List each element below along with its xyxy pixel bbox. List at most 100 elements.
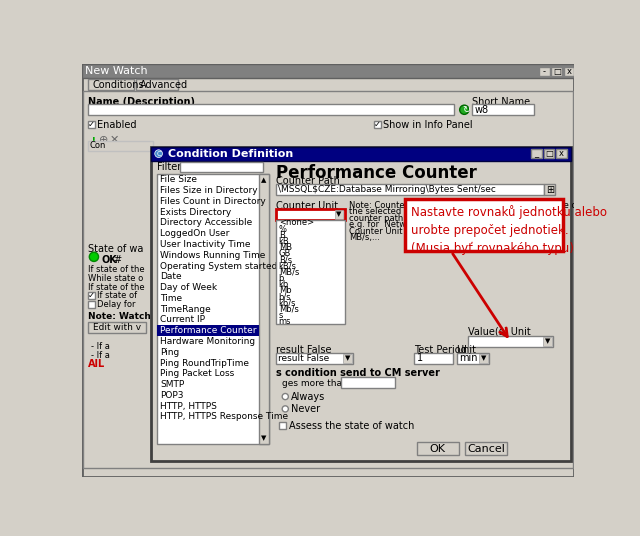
Bar [276,184,543,195]
Text: TimeRange: TimeRange [160,304,211,314]
Text: Counter Unit must be set: Counter Unit must be set [349,227,455,236]
Bar [543,337,552,346]
Bar [374,121,381,128]
Text: Advanced: Advanced [140,80,188,90]
Bar [405,199,563,251]
Text: Enabled: Enabled [97,120,136,130]
Text: Assess the state of watch: Assess the state of watch [289,421,414,431]
Bar [88,121,95,128]
Text: Time: Time [160,294,182,303]
Text: ms: ms [279,317,291,326]
Text: +: + [88,135,99,149]
Text: □: □ [545,149,553,158]
FancyArrowPatch shape [452,254,508,337]
Text: B/s: B/s [279,255,292,264]
Text: ▲: ▲ [261,177,267,183]
Text: Edit with v: Edit with v [93,323,141,332]
Bar [276,220,345,324]
Bar [468,336,553,347]
Text: - If a: - If a [91,341,109,351]
Text: kB/s: kB/s [279,262,297,271]
Bar [414,353,452,364]
Text: ⊕: ⊕ [99,135,108,145]
Bar [531,149,542,158]
Text: Unit: Unit [456,345,477,355]
Text: Hardware Monitoring: Hardware Monitoring [160,337,255,346]
Text: Con: Con [90,142,106,151]
Text: If state of the: If state of the [88,265,145,273]
Bar [81,64,575,78]
Text: Short Name: Short Name [472,96,530,107]
Text: HTTP, HTTPS Response Time: HTTP, HTTPS Response Time [160,413,288,421]
Bar [545,184,555,195]
Bar [88,105,454,115]
Text: Show in Info Panel: Show in Info Panel [383,120,473,130]
Bar [151,147,572,161]
Text: x: x [559,149,564,158]
Text: File Size: File Size [160,175,197,184]
Bar [335,210,344,219]
Text: User Inactivity Time: User Inactivity Time [160,240,251,249]
Text: □: □ [553,67,561,76]
Text: C: C [156,151,161,157]
Bar [472,105,534,115]
Text: _: _ [534,149,539,158]
Text: b: b [279,274,284,283]
Bar [417,442,459,456]
Text: Windows Running Time: Windows Running Time [160,251,266,260]
Bar [88,322,147,333]
Bar [456,353,489,364]
Text: B: B [279,231,285,240]
Text: Ping RoundTripTime: Ping RoundTripTime [160,359,249,368]
Circle shape [460,105,469,114]
Text: Counter Path: Counter Path [276,176,339,186]
Text: <none>: <none> [279,219,314,227]
Text: Delay for: Delay for [97,301,136,309]
Text: GB: GB [279,249,291,258]
Text: kb/s: kb/s [279,299,296,308]
Text: Performance Counter: Performance Counter [160,326,257,335]
Text: Ping: Ping [160,348,179,357]
Text: LoggedOn User: LoggedOn User [160,229,230,238]
Text: %: % [279,225,287,234]
Text: Mb/s: Mb/s [279,304,299,314]
Bar [551,66,562,76]
Bar [556,149,566,158]
Bar [479,354,488,363]
Text: 1: 1 [417,353,422,363]
Text: w8: w8 [474,105,488,115]
Circle shape [155,150,163,158]
Text: ✓: ✓ [88,120,95,129]
Text: If state of: If state of [97,291,137,300]
Text: Directory Accessible: Directory Accessible [160,219,252,227]
Text: #: # [113,255,122,264]
Text: \MSSQL$CZE:Database Mirroring\Bytes Sent/sec: \MSSQL$CZE:Database Mirroring\Bytes Sent… [278,185,496,195]
Text: Date: Date [160,272,182,281]
Text: ▼: ▼ [481,355,486,361]
Text: Never: Never [291,404,320,414]
Text: Always: Always [291,392,325,401]
Text: State of wa: State of wa [88,244,143,255]
Bar [180,162,263,172]
Text: b/s: b/s [279,292,291,301]
Text: Counter Unit: Counter Unit [276,200,338,211]
Text: Operating System started: Operating System started [160,262,278,271]
Text: result False: result False [278,354,329,363]
Bar [88,301,95,308]
Circle shape [282,393,289,400]
Text: If state of the: If state of the [88,283,145,292]
Text: ⊞: ⊞ [546,185,554,195]
Text: s: s [279,311,283,320]
Text: Filter: Filter [157,162,181,172]
Text: Performance Counter: Performance Counter [276,163,477,182]
Text: counter path / description,: counter path / description, [349,214,461,222]
Text: result False: result False [276,345,331,355]
Text: Exists Directory: Exists Directory [160,207,232,217]
Text: Cancel: Cancel [467,444,505,453]
Circle shape [90,252,99,262]
Bar [88,79,134,91]
Text: Test Period: Test Period [414,345,467,355]
Text: AIL: AIL [88,359,105,369]
Text: Condition Definition: Condition Definition [168,148,293,159]
Bar [543,149,554,158]
